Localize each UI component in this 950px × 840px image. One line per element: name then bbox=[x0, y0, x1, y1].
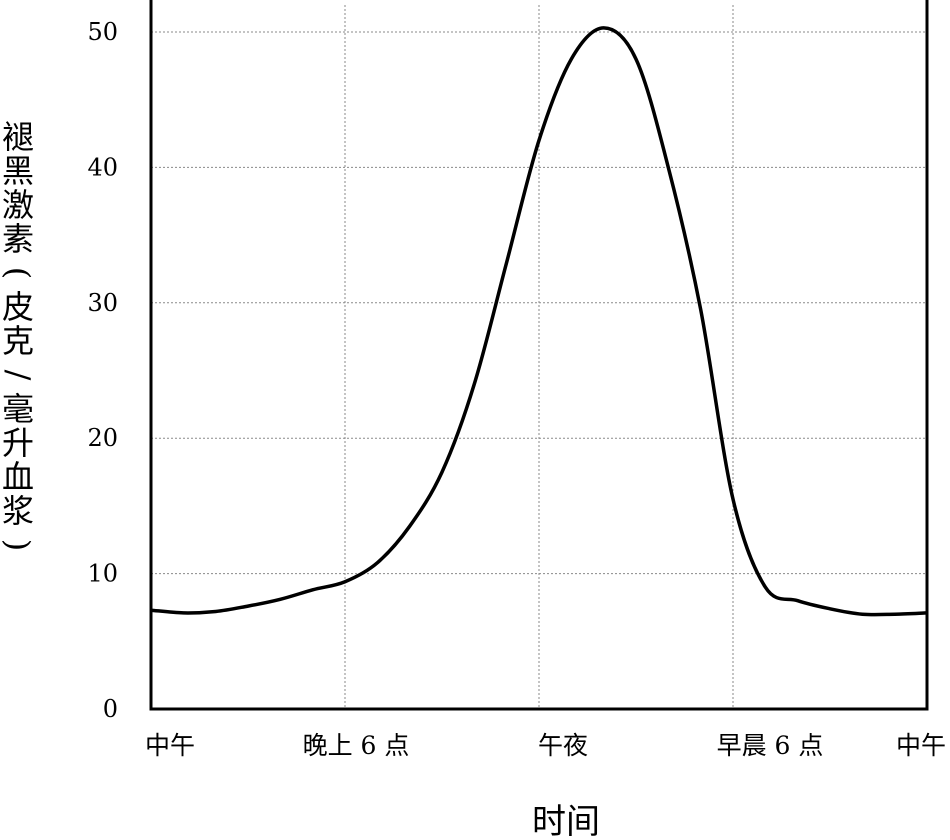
y-axis-label-char: / bbox=[0, 369, 37, 381]
y-tick-label: 50 bbox=[87, 18, 118, 46]
y-axis-label-char: ) bbox=[0, 538, 37, 552]
y-axis-label-char: 素 bbox=[1, 220, 34, 258]
axes bbox=[149, 0, 929, 711]
y-tick-label: 10 bbox=[87, 560, 118, 588]
y-tick-label: 0 bbox=[103, 695, 118, 723]
x-tick-label: 晚上 6 点 bbox=[303, 731, 410, 760]
y-axis-label-char: 激 bbox=[1, 186, 34, 224]
y-axis-label-char: 黑 bbox=[1, 152, 34, 190]
y-axis-label-char: 浆 bbox=[1, 492, 34, 530]
x-tick-label: 中午 bbox=[145, 731, 195, 760]
y-axis-label-char: 皮 bbox=[1, 288, 34, 326]
y-axis-label: 褪黑激素 ( 皮克 / 毫升血浆) bbox=[0, 118, 37, 562]
y-tick-labels: 0 10 20 30 40 50 bbox=[87, 18, 118, 723]
x-tick-label: 早晨 6 点 bbox=[717, 731, 824, 760]
y-axis-label-char: 褪 bbox=[1, 118, 34, 156]
x-tick-label: 午夜 bbox=[538, 731, 588, 760]
y-axis-label-char: 血 bbox=[1, 458, 34, 496]
y-axis-label-char: 克 bbox=[1, 322, 34, 360]
y-axis-label-char: 升 bbox=[1, 424, 34, 462]
y-tick-label: 20 bbox=[87, 424, 118, 452]
melatonin-series-line bbox=[150, 26, 928, 617]
x-axis-label: 时间 bbox=[532, 802, 600, 840]
y-tick-label: 30 bbox=[87, 289, 118, 317]
x-tick-label: 中午 bbox=[896, 731, 946, 760]
series bbox=[150, 26, 928, 617]
y-tick-label: 40 bbox=[87, 153, 118, 181]
x-tick-labels: 中午 晚上 6 点 午夜 早晨 6 点 中午 bbox=[145, 731, 946, 760]
y-axis-label-char: 毫 bbox=[1, 390, 34, 428]
grid bbox=[151, 5, 927, 709]
y-axis-label-char: ( bbox=[0, 266, 37, 280]
